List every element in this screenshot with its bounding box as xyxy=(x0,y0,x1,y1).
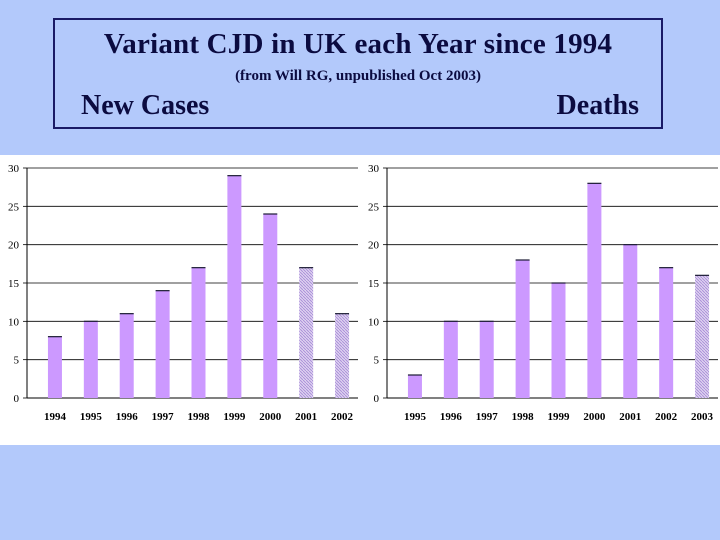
deaths-bar-2003 xyxy=(695,275,710,398)
cases-bar-1995 xyxy=(83,321,98,398)
cases-xtick-label-2001: 2001 xyxy=(295,411,317,423)
cases-xtick-label-1995: 1995 xyxy=(80,411,103,423)
cases-xtick-label-1997: 1997 xyxy=(152,411,175,423)
deaths-bar-1999 xyxy=(551,283,566,398)
deaths-bar-1995 xyxy=(407,375,422,398)
cases-xtick-label-1996: 1996 xyxy=(116,411,139,423)
new-cases-chart-svg: 0 5 10 15 20 25 30 1994 1995 1996 1997 1998 1999 2000… xyxy=(0,155,360,445)
deaths-chart: 0 5 10 15 20 25 30 1995 1996 1997 1998 1999 2000 2001… xyxy=(360,155,720,445)
cases-ytick-label: 5 xyxy=(14,355,20,367)
deaths-ytick-label: 25 xyxy=(368,201,380,213)
deaths-ytick-label: 0 xyxy=(374,393,380,405)
deaths-xtick-label-1998: 1998 xyxy=(512,411,534,423)
slide-subtitle: (from Will RG, unpublished Oct 2003) xyxy=(235,68,481,84)
cases-bar-2001 xyxy=(299,267,314,398)
cases-bar-1996 xyxy=(119,313,134,398)
deaths-heading: Deaths xyxy=(556,90,639,121)
cases-xtick-label-1999: 1999 xyxy=(223,411,246,423)
deaths-ytick-label: 5 xyxy=(374,355,380,367)
deaths-xtick-label-2003: 2003 xyxy=(691,411,714,423)
new-cases-chart: 0 5 10 15 20 25 30 1994 1995 1996 1997 1998 1999 2000… xyxy=(0,155,360,445)
cases-bar-1998 xyxy=(191,267,206,398)
cases-bar-2002 xyxy=(335,313,350,398)
cases-ytick-label: 30 xyxy=(8,163,20,175)
cases-bar-1999 xyxy=(227,175,242,398)
deaths-bar-1998 xyxy=(515,260,530,398)
cases-ytick-label: 15 xyxy=(8,278,20,290)
new-cases-heading: New Cases xyxy=(81,90,210,121)
deaths-xtick-label-1995: 1995 xyxy=(404,411,427,423)
cases-xtick-label-1998: 1998 xyxy=(188,411,211,423)
title-box: Variant CJD in UK each Year since 1994 (… xyxy=(53,18,663,129)
cases-xtick-label-1994: 1994 xyxy=(44,411,67,423)
deaths-ytick-label: 20 xyxy=(368,240,380,252)
cases-xtick-label-2000: 2000 xyxy=(259,411,282,423)
deaths-xtick-label-2001: 2001 xyxy=(619,411,641,423)
cases-bar-1997 xyxy=(155,290,170,398)
deaths-ytick-label: 15 xyxy=(368,278,380,290)
deaths-bar-1997 xyxy=(479,321,494,398)
cases-bar-2000 xyxy=(263,214,278,398)
deaths-bar-2002 xyxy=(659,267,674,398)
cases-xtick-label-2002: 2002 xyxy=(331,411,354,423)
slide-title: Variant CJD in UK each Year since 1994 xyxy=(103,28,613,60)
deaths-xtick-label-2002: 2002 xyxy=(655,411,678,423)
deaths-chart-svg: 0 5 10 15 20 25 30 1995 1996 1997 1998 1999 2000 2001… xyxy=(360,155,720,445)
cases-bar-1994 xyxy=(47,336,62,398)
cases-ytick-label: 10 xyxy=(8,316,20,328)
deaths-bar-2001 xyxy=(623,244,638,398)
cases-ytick-label: 0 xyxy=(14,393,20,405)
cases-ytick-label: 20 xyxy=(8,240,20,252)
deaths-bar-1996 xyxy=(443,321,458,398)
deaths-xtick-label-1997: 1997 xyxy=(476,411,499,423)
deaths-xtick-label-2000: 2000 xyxy=(583,411,606,423)
cases-ytick-label: 25 xyxy=(8,201,20,213)
deaths-xtick-label-1996: 1996 xyxy=(440,411,463,423)
deaths-xtick-label-1999: 1999 xyxy=(548,411,571,423)
deaths-ytick-label: 10 xyxy=(368,316,380,328)
deaths-bar-2000 xyxy=(587,183,602,398)
deaths-ytick-label: 30 xyxy=(368,163,380,175)
